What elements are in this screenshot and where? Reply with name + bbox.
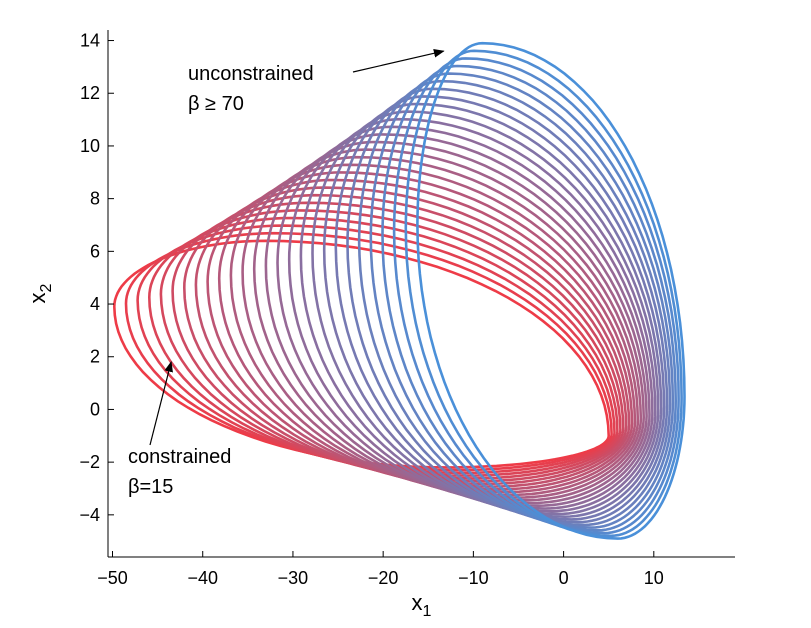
y-tick-label: 14 <box>80 31 100 51</box>
annotation-unconstrained-line2: β ≥ 70 <box>188 93 244 115</box>
y-tick-label: 12 <box>80 83 100 103</box>
trajectory-curve <box>252 148 646 502</box>
y-tick-label: 10 <box>80 136 100 156</box>
annotation-unconstrained: unconstrained β ≥ 70 <box>188 63 319 115</box>
annotation-constrained-line2: β=15 <box>128 476 173 498</box>
y-tick-label: −4 <box>79 505 100 525</box>
x-tick-label: 10 <box>644 568 664 588</box>
y-tick-label: −2 <box>79 452 100 472</box>
x-tick-label: 0 <box>559 568 569 588</box>
y-tick-label: 0 <box>90 399 100 419</box>
x-tick-label: −40 <box>187 568 218 588</box>
curve-family <box>112 41 686 540</box>
trajectory-curve <box>392 57 680 535</box>
annotation-constrained: constrained β=15 <box>128 446 237 498</box>
arrow-unconstrained <box>352 49 445 73</box>
trajectory-curve <box>182 193 628 486</box>
x-axis-label: x1 <box>412 590 432 620</box>
y-axis-label: x2 <box>25 283 55 303</box>
x-tick-label: −20 <box>368 568 399 588</box>
y-axis-label-sub: 2 <box>38 283 55 292</box>
x-ticks: −50 −40 −30 −20 −10 0 10 <box>97 551 664 588</box>
trajectory-curve <box>416 41 686 540</box>
trajectory-curve <box>299 117 657 513</box>
trajectory-curve <box>159 209 622 480</box>
trajectory-curve <box>136 224 616 475</box>
trajectory-curve <box>346 87 669 524</box>
arrow-constrained <box>149 360 173 446</box>
trajectory-curve <box>334 95 666 521</box>
trajectory-curve <box>276 133 651 508</box>
trajectory-curve <box>112 239 611 469</box>
trajectory-curve <box>206 178 634 491</box>
trajectory-curve <box>322 102 663 519</box>
y-tick-label: 6 <box>90 241 100 261</box>
y-tick-label: 4 <box>90 294 100 314</box>
trajectory-curve <box>229 163 640 497</box>
annotations: unconstrained β ≥ 70 constrained β=15 <box>128 49 445 498</box>
x-tick-label: −30 <box>278 568 309 588</box>
x-axis-label-sub: 1 <box>423 603 432 620</box>
trajectory-curve <box>357 79 672 527</box>
trajectory-curve <box>369 72 675 529</box>
y-ticks: −4 −2 0 2 4 6 8 10 12 14 <box>79 31 114 525</box>
annotation-unconstrained-line1: unconstrained <box>188 63 314 85</box>
annotation-constrained-line1: constrained <box>128 446 231 468</box>
x-tick-label: −50 <box>97 568 128 588</box>
trajectory-curve <box>264 140 648 505</box>
y-tick-label: 2 <box>90 347 100 367</box>
trajectory-curve <box>287 125 654 510</box>
trajectory-curve <box>404 49 683 538</box>
x-axis-label-main: x <box>412 590 423 615</box>
y-axis-label-main: x <box>25 292 50 303</box>
y-tick-label: 8 <box>90 189 100 209</box>
trajectory-curve <box>381 64 678 532</box>
trajectory-curve <box>311 110 660 516</box>
x-tick-label: −10 <box>458 568 489 588</box>
